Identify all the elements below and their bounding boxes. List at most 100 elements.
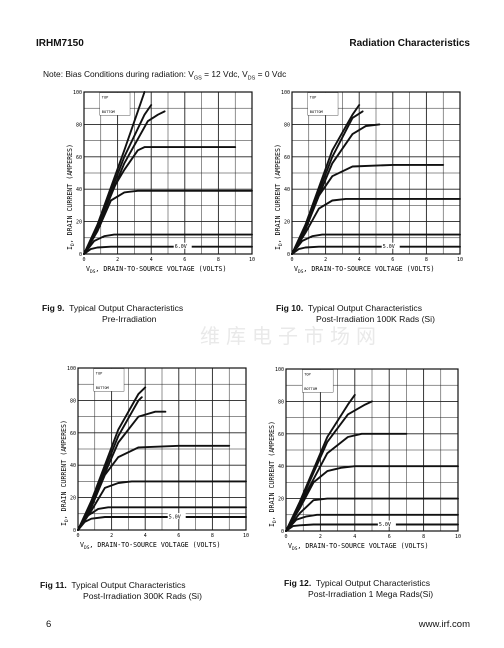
series-label-bg (173, 242, 192, 249)
y-tick-label: 100 (67, 366, 76, 372)
y-tick-label: 60 (70, 431, 76, 437)
figure-9-caption: Fig 9. Typical Output Characteristics Pr… (42, 303, 242, 325)
y-tick-label: 100 (275, 367, 284, 373)
y-tick-label: 0 (281, 529, 284, 535)
watermark: 维库电子市场网 (200, 324, 382, 348)
y-tick-label: 40 (76, 187, 82, 193)
series-line (83, 233, 253, 255)
y-axis-label: ID, DRAIN CURRENT (AMPERES) (268, 421, 278, 527)
x-tick-label: 0 (76, 533, 79, 539)
figure-10-caption: Fig 10. Typical Output Characteristics P… (276, 303, 486, 325)
figure-11-caption: Fig 11. Typical Output Characteristics P… (40, 580, 250, 602)
y-tick-label: 40 (70, 463, 76, 469)
figure-12-caption: Fig 12. Typical Output Characteristics P… (284, 578, 494, 600)
figure-12-label: Fig 12. (284, 578, 312, 588)
series-label: 5.0V (383, 244, 395, 250)
y-tick-label: 100 (281, 90, 290, 96)
bias-note: Note: Bias Conditions during radiation: … (43, 69, 286, 82)
figure-9-plot: 0 2 4 6 8 10 0 20 40 60 80 100 VDS, DRAIN-TO-SOURCE … (62, 88, 258, 280)
y-tick-label: 20 (284, 220, 290, 226)
series-line (285, 513, 459, 532)
figure-10-title: Typical Output Characteristics (307, 303, 423, 313)
x-tick-label: 6 (388, 534, 391, 540)
series-label: 5.0V (379, 522, 391, 528)
series-line (291, 233, 461, 255)
legend-top-label: TOP (310, 96, 317, 100)
x-tick-label: 2 (319, 534, 322, 540)
page-number: 6 (46, 619, 52, 630)
website-link[interactable]: www.irf.com (418, 619, 470, 630)
x-tick-label: 6 (177, 533, 180, 539)
series-line (83, 245, 253, 255)
y-tick-label: 0 (287, 252, 290, 258)
series-label-bg (381, 242, 400, 249)
series-line (285, 432, 408, 532)
x-axis-label: VDS, DRAIN-TO-SOURCE VOLTAGE (VOLTS) (80, 541, 220, 551)
series-line (77, 444, 231, 531)
y-tick-label: 60 (278, 432, 284, 438)
figure-11-subtitle: Post-Irradiation 300K Rads (Si) (83, 591, 202, 601)
x-tick-label: 8 (425, 257, 428, 263)
x-tick-label: 2 (324, 257, 327, 263)
x-tick-label: 0 (284, 534, 287, 540)
x-tick-label: 2 (116, 257, 119, 263)
y-tick-label: 0 (73, 528, 76, 534)
bias-note-suffix: = 0 Vdc (255, 69, 287, 79)
bias-note-ds-subscript: DS (247, 75, 256, 82)
series-line (83, 189, 253, 255)
section-title: Radiation Characteristics (349, 38, 470, 49)
series-line (291, 197, 461, 255)
x-tick-label: 10 (457, 257, 463, 263)
bias-note-prefix: Note: Bias Conditions during radiation: … (43, 69, 194, 79)
y-tick-label: 100 (73, 90, 82, 96)
figure-12-plot: 0 2 4 6 8 10 0 20 40 60 80 100 VDS, DRAIN-TO-SOURCE … (264, 365, 464, 557)
legend-box (302, 369, 334, 393)
legend-bottom-label: BOTTOM (96, 386, 110, 390)
figure-11-plot: 0 2 4 6 8 10 0 20 40 60 80 100 VDS, DRAIN-TO-SOURCE … (56, 364, 252, 556)
x-tick-label: 4 (144, 533, 147, 539)
x-tick-label: 6 (183, 257, 186, 263)
legend-box (307, 92, 339, 116)
legend-top-label: TOP (96, 372, 103, 376)
y-tick-label: 40 (278, 464, 284, 470)
plot-frame (77, 367, 247, 531)
series-line (77, 506, 247, 531)
y-axis-label: ID, DRAIN CURRENT (AMPERES) (274, 144, 284, 250)
figure-10-plot: 0 2 4 6 8 10 0 20 40 60 80 100 VDS, DRAIN-TO-SOURCE … (270, 88, 466, 280)
series-line (77, 410, 167, 531)
figure-9-label: Fig 9. (42, 303, 65, 313)
legend-box (99, 92, 131, 116)
y-axis-label: ID, DRAIN CURRENT (AMPERES) (60, 420, 70, 526)
x-axis-label: VDS, DRAIN-TO-SOURCE VOLTAGE (VOLTS) (86, 265, 226, 275)
y-tick-label: 0 (79, 252, 82, 258)
x-tick-label: 6 (391, 257, 394, 263)
legend-bottom-label: BOTTOM (304, 387, 318, 391)
figure-12-subtitle: Post-Irradiation 1 Mega Rads(Si) (308, 589, 434, 599)
figure-12-title: Typical Output Characteristics (315, 578, 431, 588)
x-axis-label: VDS, DRAIN-TO-SOURCE VOLTAGE (VOLTS) (288, 542, 428, 552)
series-line (285, 465, 459, 532)
figure-10-label: Fig 10. (276, 303, 304, 313)
series-label: 5.0V (169, 515, 181, 521)
y-tick-label: 60 (76, 155, 82, 161)
series-label: 6.0V (175, 244, 187, 250)
x-tick-label: 4 (358, 257, 361, 263)
x-tick-label: 10 (243, 533, 249, 539)
x-tick-label: 10 (249, 257, 255, 263)
plot-frame (83, 91, 253, 255)
x-tick-label: 4 (353, 534, 356, 540)
legend-top-label: TOP (102, 96, 109, 100)
bias-note-gs-subscript: GS (193, 75, 202, 82)
plot-frame (285, 368, 459, 532)
x-tick-label: 8 (217, 257, 220, 263)
figure-11-label: Fig 11. (40, 580, 67, 590)
y-tick-label: 20 (76, 220, 82, 226)
series-label-bg (377, 520, 396, 527)
x-tick-label: 2 (110, 533, 113, 539)
y-tick-label: 80 (76, 122, 82, 128)
figure-9-subtitle: Pre-Irradiation (102, 314, 157, 324)
